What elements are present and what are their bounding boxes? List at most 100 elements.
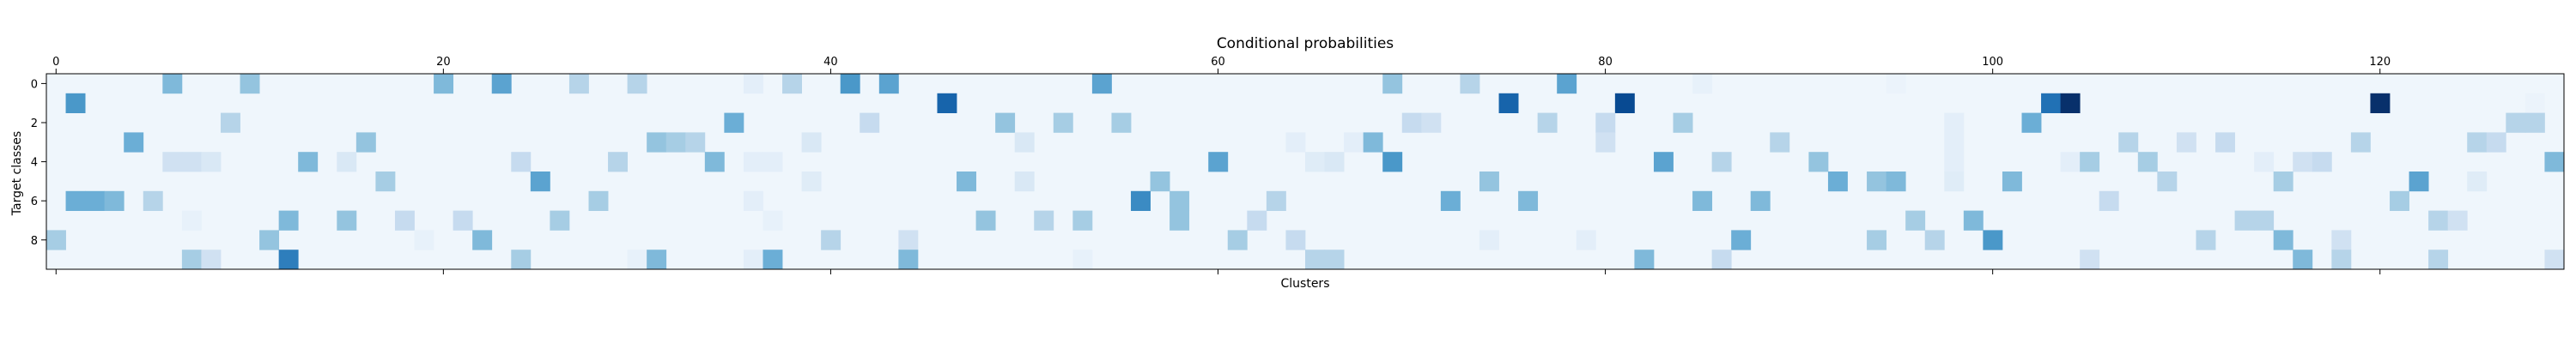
heatmap-cell <box>181 250 202 270</box>
heatmap-cell <box>1731 230 1752 250</box>
heatmap-cell <box>2312 152 2332 172</box>
heatmap-cell <box>1886 172 1906 192</box>
heatmap-cell <box>1614 93 1635 113</box>
heatmap-cell <box>782 74 802 94</box>
plot-frame <box>46 73 2565 270</box>
heatmap-cell <box>1305 152 1325 172</box>
heatmap-cell <box>665 132 686 153</box>
heatmap-cell <box>1344 132 1364 153</box>
heatmap-cell <box>2293 250 2313 270</box>
heatmap-cell <box>2021 112 2042 133</box>
heatmap-cell <box>568 74 589 94</box>
heatmap-cell <box>2350 132 2371 153</box>
heatmap-cell <box>1905 210 1926 231</box>
heatmap-cell <box>762 250 783 270</box>
heatmap-cell <box>1401 112 1422 133</box>
x-tick-label: 120 <box>2369 56 2391 69</box>
heatmap-cell <box>608 152 629 172</box>
heatmap-cell <box>2234 210 2255 231</box>
heatmap-cell <box>530 172 550 192</box>
heatmap-cell <box>1944 152 1965 172</box>
x-tick-label: 100 <box>1982 56 2003 69</box>
heatmap-cell <box>1382 74 1403 94</box>
heatmap-cell <box>1518 190 1539 211</box>
heatmap-cell <box>1867 230 1887 250</box>
heatmap-cell <box>627 74 647 94</box>
heatmap-cell <box>278 210 299 231</box>
heatmap-cell <box>743 74 763 94</box>
heatmap-cell <box>85 190 106 211</box>
heatmap-cell <box>2390 190 2409 211</box>
heatmap-cell <box>588 190 609 211</box>
heatmap-cell <box>259 230 280 250</box>
heatmap-cell <box>1557 74 1577 94</box>
heatmap-cell <box>1944 112 1965 133</box>
heatmap-cell <box>2428 210 2449 231</box>
heatmap-cell <box>337 210 357 231</box>
heatmap-cell <box>1382 152 1403 172</box>
heatmap-cell <box>201 152 222 172</box>
heatmap-cell <box>937 93 957 113</box>
heatmap-cell <box>2273 172 2293 192</box>
heatmap-cell <box>1808 152 1829 172</box>
heatmap-cell <box>627 250 647 270</box>
heatmap-cell <box>647 132 667 153</box>
heatmap-cell <box>1595 112 1616 133</box>
heatmap-cell <box>1479 172 1499 192</box>
heatmap-cell <box>2060 93 2081 113</box>
heatmap-cell <box>240 74 260 94</box>
heatmap-cell <box>2254 152 2275 172</box>
heatmap-cell <box>1285 230 1306 250</box>
heatmap-cell <box>355 132 376 153</box>
heatmap-cell <box>2447 210 2468 231</box>
heatmap-cell <box>181 210 202 231</box>
heatmap-cell <box>2524 112 2545 133</box>
heatmap-cell <box>1867 172 1887 192</box>
x-tick-label: 0 <box>52 56 59 69</box>
x-tick-label: 20 <box>436 56 451 69</box>
heatmap-cell <box>1770 132 1790 153</box>
heatmap-cell <box>1498 93 1519 113</box>
heatmap-cell <box>878 74 899 94</box>
heatmap-cell <box>2080 250 2100 270</box>
heatmap-cell <box>2331 230 2352 250</box>
heatmap-cell <box>2137 152 2158 172</box>
plot-area: 0 20 40 60 80 100 120 0 2 4 6 8 <box>31 56 2565 274</box>
heatmap-cell <box>1460 74 1480 94</box>
heatmap-cell <box>2467 172 2488 192</box>
heatmap-cell <box>1014 172 1035 192</box>
heatmap-cell <box>124 132 144 153</box>
heatmap-cell <box>337 152 357 172</box>
heatmap-cell <box>2099 190 2119 211</box>
heatmap-cell <box>1227 230 1248 250</box>
y-tick-label: 4 <box>31 157 38 170</box>
y-tick-label: 0 <box>31 78 38 91</box>
heatmap-cell <box>1247 210 1267 231</box>
heatmap-cell <box>453 210 473 231</box>
heatmap-cell <box>1421 112 1442 133</box>
heatmap-cell <box>801 132 822 153</box>
heatmap-cell <box>434 74 454 94</box>
heatmap-cell <box>2196 230 2216 250</box>
heatmap-cell <box>1440 190 1461 211</box>
heatmap-cell <box>1924 230 1945 250</box>
heatmap-cell <box>957 172 976 192</box>
heatmap-cell <box>2467 132 2488 153</box>
heatmap-cell <box>1886 74 1906 94</box>
heatmap-cell <box>65 190 86 211</box>
heatmap-cell <box>2273 230 2293 250</box>
heatmap-cell <box>2293 152 2313 172</box>
heatmap-cell <box>143 190 163 211</box>
heatmap-cell <box>1170 210 1190 231</box>
heatmap-cell <box>2544 152 2565 172</box>
heatmap-cell <box>2428 250 2449 270</box>
heatmap-cell <box>298 152 319 172</box>
heatmap-cell <box>220 112 240 133</box>
heatmap-cell <box>162 74 183 94</box>
heatmap-cell <box>2176 132 2196 153</box>
heatmap-cell <box>1111 112 1132 133</box>
heatmap-cell <box>1673 112 1693 133</box>
heatmap-cell <box>491 74 512 94</box>
heatmap-cell <box>1576 230 1596 250</box>
